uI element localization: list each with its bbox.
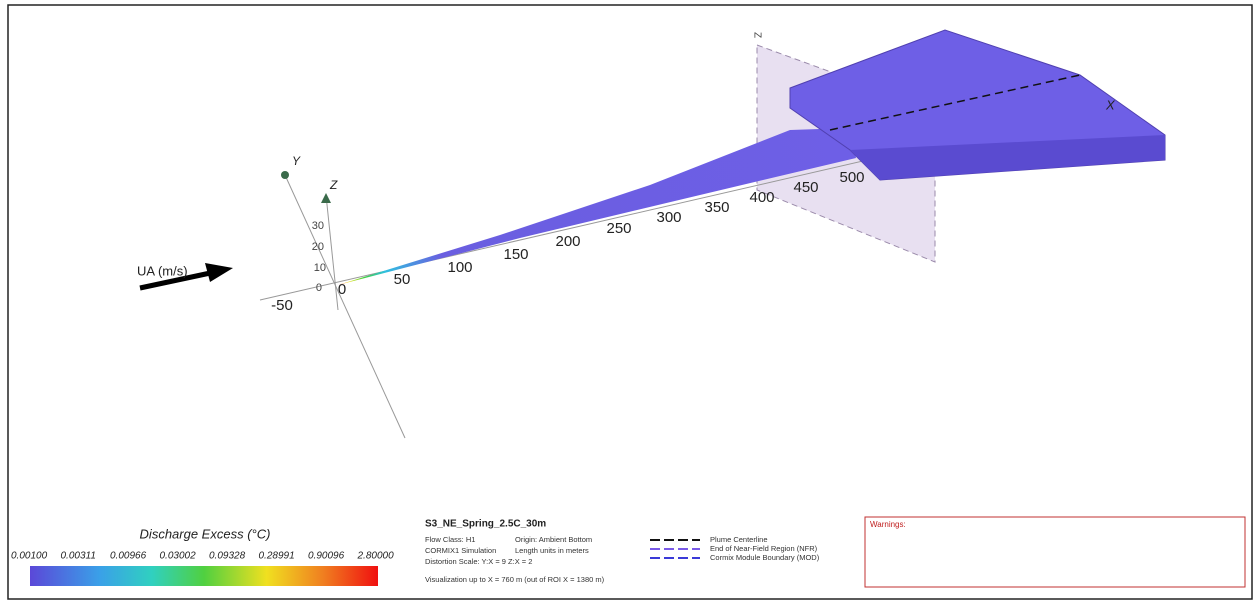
legend-label: Cormix Module Boundary (MOD) <box>710 553 820 562</box>
info-title: S3_NE_Spring_2.5C_30m <box>425 519 546 530</box>
x-tick-label: 250 <box>606 220 631 237</box>
info-line: Length units in meters <box>515 546 589 555</box>
colorbar-label: 0.28991 <box>259 551 295 562</box>
x-tick-label: 150 <box>503 246 528 263</box>
colorbar-label: 0.09328 <box>209 551 246 562</box>
x-tick-label: 100 <box>447 259 472 276</box>
x-axis-label: X <box>1105 97 1116 112</box>
x-tick-label: 500 <box>839 169 864 186</box>
z-tick-label: 20 <box>312 241 324 253</box>
x-tick-label: -50 <box>271 297 293 314</box>
z-tick-label: 10 <box>314 262 326 274</box>
ua-arrowhead <box>205 263 233 282</box>
warnings-title: Warnings: <box>870 520 906 529</box>
colorbar-label: 0.00100 <box>11 551 48 562</box>
z-tick-label: 30 <box>312 220 324 232</box>
z-marker <box>321 193 331 203</box>
colorbar-label: 0.00966 <box>110 551 147 562</box>
ua-arrow <box>139 269 216 291</box>
info-footer: Visualization up to X = 760 m (out of RO… <box>425 575 605 584</box>
info-line: Distortion Scale: Y:X = 9 Z:X = 2 <box>425 557 532 566</box>
x-tick-label: 350 <box>704 199 729 216</box>
legend-label: End of Near-Field Region (NFR) <box>710 544 818 553</box>
x-tick-label: 300 <box>656 209 681 226</box>
y-axis-label: Y <box>292 154 301 168</box>
z-axis-label: Z <box>329 178 338 192</box>
colorbar-label: 0.00311 <box>61 551 96 562</box>
z-plane-label: Z <box>751 32 762 38</box>
info-line: Flow Class: H1 <box>425 535 475 544</box>
colorbar-label: 2.80000 <box>357 551 395 562</box>
x-tick-label: 50 <box>394 271 411 288</box>
x-tick-label: 0 <box>338 281 346 298</box>
warnings-box <box>864 516 1246 588</box>
z-tick-label: 0 <box>316 282 322 294</box>
x-tick-label: 450 <box>793 179 818 196</box>
info-line: CORMIX1 Simulation <box>425 546 496 555</box>
colorbar-title: Discharge Excess (°C) <box>140 526 271 541</box>
y-marker <box>281 171 289 179</box>
x-tick-label: 400 <box>749 189 774 206</box>
colorbar-label: 0.90096 <box>308 551 345 562</box>
colorbar <box>30 566 378 586</box>
far-field-side <box>850 135 1165 180</box>
x-tick-label: 200 <box>555 233 580 250</box>
plume <box>338 128 856 285</box>
y-axis <box>284 174 406 439</box>
ua-label: UA (m/s) <box>137 263 188 278</box>
legend-label: Plume Centerline <box>710 535 768 544</box>
colorbar-label: 0.03002 <box>160 551 197 562</box>
info-line: Origin: Ambient Bottom <box>515 535 592 544</box>
z-axis <box>325 194 339 311</box>
centerline <box>829 74 1081 131</box>
